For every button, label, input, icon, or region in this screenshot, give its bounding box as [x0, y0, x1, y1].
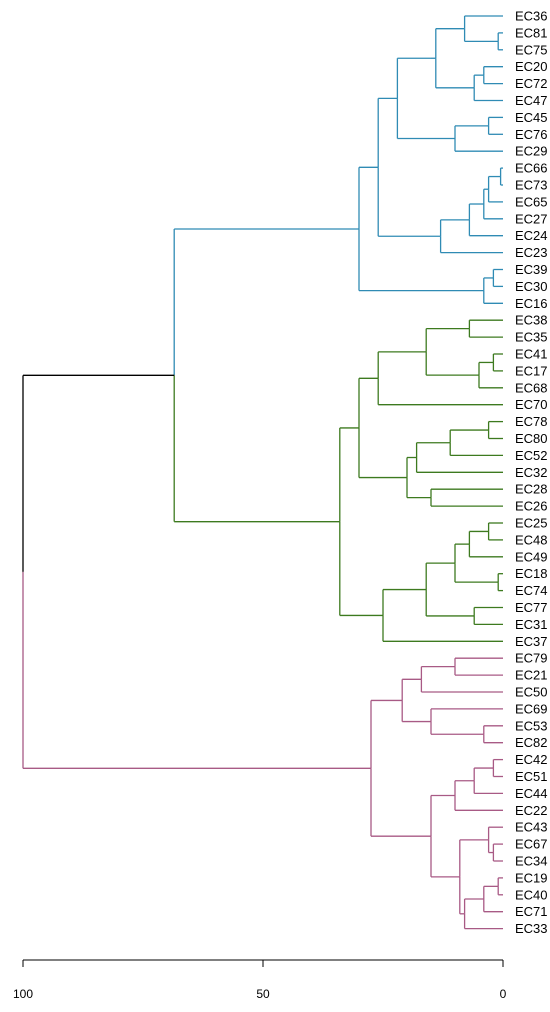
leaf-label-ec20: EC20	[515, 59, 548, 74]
leaf-label-ec53: EC53	[515, 718, 548, 733]
leaf-label-ec29: EC29	[515, 144, 548, 159]
leaf-label-ec68: EC68	[515, 380, 548, 395]
leaf-label-ec30: EC30	[515, 279, 548, 294]
x-tick-label-100: 100	[13, 987, 33, 1001]
leaf-label-ec52: EC52	[515, 448, 548, 463]
leaf-label-ec25: EC25	[515, 516, 548, 531]
leaf-label-ec32: EC32	[515, 465, 548, 480]
leaf-label-ec44: EC44	[515, 786, 548, 801]
leaf-label-ec17: EC17	[515, 363, 548, 378]
x-axis: 100 50 0	[13, 959, 507, 1001]
leaf-label-ec81: EC81	[515, 25, 548, 40]
leaf-label-ec23: EC23	[515, 245, 548, 260]
leaf-label-ec73: EC73	[515, 178, 548, 193]
leaf-label-ec74: EC74	[515, 583, 548, 598]
leaf-label-ec50: EC50	[515, 685, 548, 700]
leaf-label-ec82: EC82	[515, 735, 548, 750]
leaf-label-ec69: EC69	[515, 701, 548, 716]
leaf-label-ec77: EC77	[515, 600, 548, 615]
leaf-label-ec51: EC51	[515, 769, 548, 784]
leaf-label-ec72: EC72	[515, 76, 548, 91]
leaf-label-ec19: EC19	[515, 870, 548, 885]
leaf-label-ec40: EC40	[515, 887, 548, 902]
leaf-label-ec78: EC78	[515, 414, 548, 429]
leaf-label-ec48: EC48	[515, 532, 548, 547]
leaf-label-ec45: EC45	[515, 110, 548, 125]
x-tick-label-50: 50	[256, 987, 270, 1001]
leaf-label-ec70: EC70	[515, 397, 548, 412]
leaf-label-ec24: EC24	[515, 228, 548, 243]
leaf-label-ec31: EC31	[515, 617, 548, 632]
leaf-label-ec66: EC66	[515, 161, 548, 176]
leaf-label-ec27: EC27	[515, 211, 548, 226]
leaf-label-ec34: EC34	[515, 854, 548, 869]
leaf-label-ec80: EC80	[515, 431, 548, 446]
leaf-label-ec36: EC36	[515, 9, 548, 24]
leaf-label-ec76: EC76	[515, 127, 548, 142]
leaf-label-ec43: EC43	[515, 820, 548, 835]
leaf-label-ec33: EC33	[515, 921, 548, 936]
leaf-label-ec41: EC41	[515, 347, 548, 362]
leaf-label-ec38: EC38	[515, 313, 548, 328]
leaf-label-ec75: EC75	[515, 42, 548, 57]
leaf-label-ec65: EC65	[515, 194, 548, 209]
leaf-label-ec79: EC79	[515, 651, 548, 666]
leaf-label-ec16: EC16	[515, 296, 548, 311]
leaf-label-ec39: EC39	[515, 262, 548, 277]
leaf-label-ec42: EC42	[515, 752, 548, 767]
leaf-label-ec71: EC71	[515, 904, 548, 919]
leaf-label-ec49: EC49	[515, 549, 548, 564]
leaf-label-ec22: EC22	[515, 803, 548, 818]
leaf-label-ec26: EC26	[515, 499, 548, 514]
x-tick-label-0: 0	[500, 987, 507, 1001]
leaf-label-ec21: EC21	[515, 668, 548, 683]
leaf-label-ec47: EC47	[515, 93, 548, 108]
leaf-label-ec67: EC67	[515, 837, 548, 852]
dendrogram-branches	[22, 15, 503, 930]
leaf-label-ec35: EC35	[515, 330, 548, 345]
leaf-label-ec37: EC37	[515, 634, 548, 649]
leaf-label-ec18: EC18	[515, 566, 548, 581]
leaf-label-ec28: EC28	[515, 482, 548, 497]
